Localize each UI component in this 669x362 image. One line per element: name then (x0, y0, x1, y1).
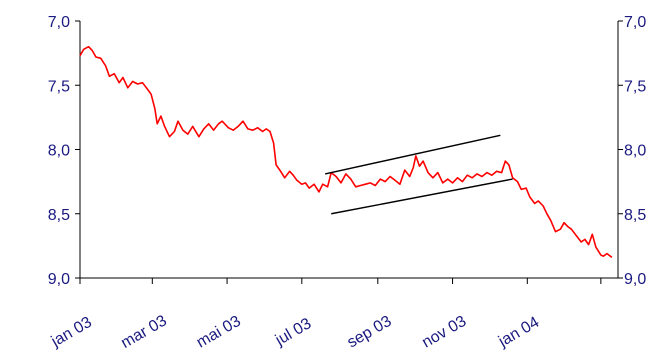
y-tick-label-right: 8,0 (624, 143, 646, 160)
y-tick-label-right: 8,5 (624, 207, 646, 224)
trendline-upper (324, 134, 501, 175)
y-tick-label-left: 9,0 (48, 271, 70, 288)
y-axis-right: 7,0 7,5 8,0 8,5 9,0 (624, 14, 646, 288)
x-tick-label: jul 03 (272, 315, 315, 349)
series-group (79, 45, 613, 259)
x-axis: jan 03 mar 03 mai 03 jul 03 sep 03 nov 03 jan … (48, 312, 543, 352)
x-tick-label: nov 03 (419, 313, 469, 352)
y-tick-label-left: 7,0 (48, 14, 70, 31)
series-line (79, 45, 613, 259)
x-tick-label: jan 04 (495, 314, 542, 351)
y-tick-label-left: 8,5 (48, 207, 70, 224)
y-tick-label-left: 7,5 (48, 78, 70, 95)
x-tick-label: jan 03 (48, 314, 95, 351)
chart-axes (75, 20, 623, 284)
y-axis-left: 7,0 7,5 8,0 8,5 9,0 (48, 14, 70, 288)
x-tick-label: sep 03 (344, 313, 394, 352)
y-tick-label-right: 7,0 (624, 14, 646, 31)
trendlines (324, 134, 513, 215)
trendline-lower (331, 178, 513, 215)
x-tick-label: mar 03 (118, 312, 170, 352)
y-tick-label-right: 7,5 (624, 78, 646, 95)
x-tick-label: mai 03 (194, 313, 244, 352)
y-tick-label-right: 9,0 (624, 271, 646, 288)
y-tick-label-left: 8,0 (48, 143, 70, 160)
